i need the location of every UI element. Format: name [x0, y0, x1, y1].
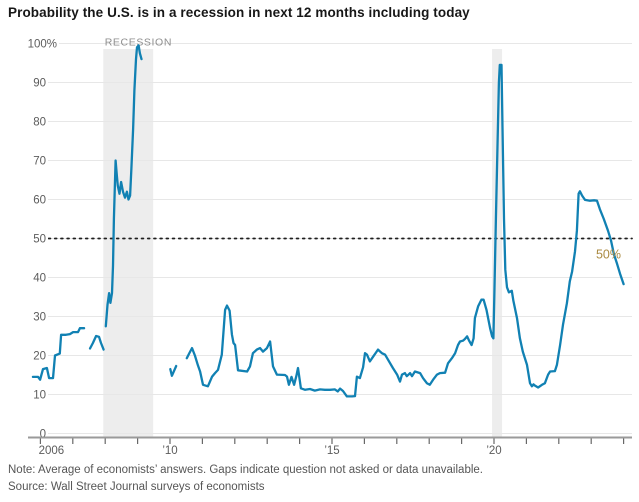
chart-source: Source: Wall Street Journal surveys of e… — [8, 481, 265, 493]
x-axis-tick-label: ’10 — [162, 445, 177, 457]
probability-line-segment — [185, 63, 625, 398]
y-axis-tick-label: 100% — [28, 39, 57, 51]
probability-line-segment — [104, 44, 143, 328]
y-label-mask — [20, 76, 48, 89]
x-axis-tick-label: ’15 — [324, 445, 339, 457]
recession-band — [103, 49, 154, 437]
recession-band-label: RECESSION — [105, 37, 172, 49]
reference-line-label: 50% — [596, 248, 621, 262]
y-label-mask — [20, 388, 48, 401]
y-label-mask — [20, 271, 48, 284]
y-label-mask — [20, 37, 59, 50]
y-axis-tick-label: 90 — [33, 78, 46, 90]
y-axis-tick-label: 10 — [33, 390, 46, 402]
y-label-mask — [20, 349, 48, 362]
probability-line-segment — [169, 364, 178, 377]
y-axis-tick-label: 40 — [33, 273, 46, 285]
chart-note: Note: Average of economists’ answers. Ga… — [8, 464, 483, 476]
y-axis-tick-label: 70 — [33, 156, 46, 168]
y-axis-tick-label: 80 — [33, 117, 46, 129]
probability-line-segment — [88, 334, 105, 351]
y-axis-tick-label: 60 — [33, 195, 46, 207]
y-axis-tick-label: 50 — [33, 234, 46, 246]
recession-band — [492, 49, 503, 437]
y-axis-tick-label: 20 — [33, 351, 46, 363]
y-label-mask — [20, 310, 48, 323]
x-axis-tick-label: 2006 — [39, 445, 65, 457]
x-axis-tick-label: ’20 — [486, 445, 501, 457]
recession-probability-chart: 100% 90 80 70 60 50 40 30 20 10 0 RECESSION 50% 2006 ’… — [20, 36, 633, 457]
chart-title: Probability the U.S. is in a recession i… — [8, 5, 470, 20]
y-axis-tick-label: 0 — [40, 429, 46, 441]
probability-line-segment — [31, 327, 86, 381]
y-label-mask — [20, 193, 48, 206]
y-axis-tick-label: 30 — [33, 312, 46, 324]
y-label-mask — [20, 232, 48, 245]
y-label-mask — [20, 154, 48, 167]
y-label-mask — [20, 115, 48, 128]
